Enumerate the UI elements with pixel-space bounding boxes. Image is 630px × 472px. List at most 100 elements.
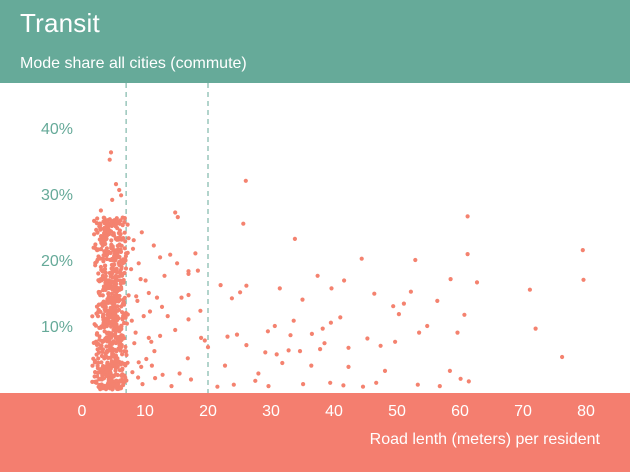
data-point [374, 380, 379, 385]
data-point [102, 307, 107, 312]
data-point [113, 331, 118, 336]
x-tick-label: 50 [388, 403, 406, 420]
data-point [93, 242, 98, 247]
data-point [107, 335, 112, 340]
data-point [100, 373, 105, 378]
data-point [329, 286, 334, 291]
data-point [110, 232, 115, 237]
data-point [95, 216, 100, 221]
data-point [119, 285, 124, 290]
data-point [465, 252, 470, 257]
data-point [139, 364, 144, 369]
data-point [360, 384, 366, 389]
data-point [244, 343, 249, 348]
data-point [114, 274, 119, 279]
data-point [139, 230, 144, 235]
data-point [109, 238, 114, 243]
data-point [135, 298, 140, 303]
data-point [144, 356, 149, 362]
data-point [158, 255, 163, 260]
data-point [118, 232, 123, 237]
data-point [119, 193, 124, 198]
data-point [391, 304, 396, 309]
data-point [435, 298, 440, 303]
data-point [120, 372, 125, 377]
data-point [110, 284, 116, 289]
data-point [152, 349, 157, 354]
data-point [119, 264, 124, 270]
x-axis-ticks: 0 10 20 30 40 50 60 70 80 [78, 403, 595, 420]
data-point [96, 370, 101, 375]
data-point [328, 380, 333, 385]
data-point [462, 312, 467, 317]
data-point [417, 330, 422, 335]
data-point [229, 296, 234, 301]
data-point [288, 333, 293, 338]
data-point [110, 353, 115, 358]
data-point [116, 260, 121, 266]
data-point [99, 239, 104, 244]
data-point [103, 263, 108, 268]
data-point [238, 290, 243, 295]
y-tick-label: 30% [41, 187, 73, 204]
data-point [98, 325, 104, 330]
data-point [215, 384, 220, 389]
data-point [92, 322, 97, 327]
data-point [113, 311, 118, 316]
data-point [455, 330, 460, 335]
data-point [120, 273, 125, 278]
data-point [112, 289, 117, 294]
data-point [121, 297, 126, 302]
data-point [114, 278, 119, 283]
data-point [198, 308, 203, 313]
data-point [297, 349, 303, 354]
data-point [126, 236, 131, 241]
x-axis-label: Road lenth (meters) per resident [369, 431, 600, 448]
data-point [124, 349, 129, 354]
data-point [114, 335, 119, 340]
data-point [130, 246, 136, 251]
data-point [146, 335, 151, 340]
data-points [90, 150, 586, 392]
data-point [263, 350, 268, 355]
data-point [110, 197, 115, 202]
data-point [114, 378, 119, 383]
data-point [95, 363, 100, 368]
data-point [533, 326, 538, 331]
data-point [114, 237, 120, 242]
data-point [346, 345, 351, 350]
data-point [116, 295, 121, 301]
data-point [134, 294, 139, 299]
data-point [117, 187, 122, 193]
data-point [241, 221, 246, 226]
data-point [118, 268, 123, 273]
data-point [218, 283, 223, 288]
data-point [118, 337, 123, 342]
data-point [527, 287, 533, 292]
data-point [109, 242, 114, 247]
data-point [100, 273, 105, 278]
data-point [122, 270, 127, 276]
data-point [114, 250, 119, 255]
data-point [93, 246, 98, 251]
data-point [162, 273, 167, 278]
data-point [118, 345, 124, 350]
data-point [91, 356, 96, 361]
data-point [123, 266, 129, 271]
data-point [129, 267, 134, 272]
data-point [120, 352, 125, 357]
data-point [113, 358, 119, 363]
y-axis-ticks: 10% 20% 30% 40% [41, 121, 73, 336]
data-point [415, 382, 420, 387]
data-point [159, 304, 165, 309]
data-point [117, 254, 122, 259]
data-point [474, 280, 480, 285]
x-tick-label: 0 [78, 403, 87, 420]
data-point [560, 354, 565, 360]
data-point [346, 364, 351, 369]
data-point [109, 315, 114, 320]
data-point [300, 297, 305, 302]
data-point [110, 387, 115, 392]
data-point [114, 362, 119, 367]
data-point [292, 236, 297, 241]
